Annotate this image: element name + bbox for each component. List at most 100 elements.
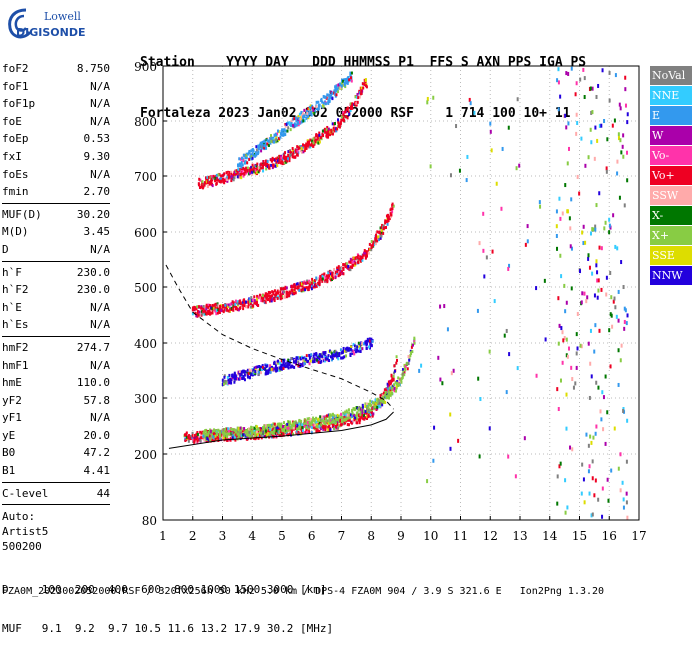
- echo-mark: [367, 251, 370, 255]
- echo-mark: [212, 435, 215, 439]
- echo-mark: [302, 281, 305, 285]
- echo-mark: [363, 249, 366, 253]
- interference-mark: [514, 474, 517, 479]
- echo-mark: [351, 102, 354, 106]
- echo-mark: [274, 432, 277, 436]
- echo-mark: [253, 426, 256, 430]
- echo-mark: [348, 418, 351, 422]
- echo-mark: [199, 178, 202, 182]
- echo-mark: [350, 413, 353, 417]
- echo-mark: [283, 290, 286, 294]
- echo-mark: [377, 402, 380, 406]
- echo-mark: [321, 274, 324, 278]
- echo-mark: [185, 431, 188, 435]
- echo-mark: [235, 374, 238, 378]
- echo-mark: [212, 176, 215, 180]
- interference-mark: [558, 464, 561, 469]
- echo-mark: [287, 420, 290, 424]
- echo-mark: [229, 302, 232, 306]
- echo-mark: [222, 310, 225, 314]
- interference-mark: [488, 349, 491, 354]
- echo-mark: [335, 352, 338, 356]
- echo-mark: [332, 416, 335, 420]
- echo-mark: [254, 430, 257, 434]
- echo-mark: [263, 162, 266, 166]
- echo-mark: [334, 92, 337, 96]
- echo-mark: [236, 427, 239, 431]
- echo-mark: [354, 256, 357, 260]
- echo-mark: [355, 415, 358, 419]
- echo-mark: [274, 364, 277, 368]
- echo-mark: [206, 439, 209, 443]
- echo-mark: [290, 124, 293, 128]
- echo-mark: [274, 164, 277, 168]
- echo-mark: [361, 410, 364, 414]
- echo-mark: [301, 114, 304, 118]
- echo-mark: [226, 174, 229, 178]
- interference-mark: [576, 346, 579, 351]
- echo-mark: [409, 354, 412, 358]
- echo-mark: [257, 147, 260, 151]
- echo-mark: [354, 348, 357, 352]
- echo-mark: [342, 422, 345, 426]
- echo-mark: [255, 365, 258, 369]
- interference-mark: [558, 196, 561, 201]
- interference-mark: [624, 75, 627, 80]
- echo-mark: [223, 428, 226, 432]
- echo-mark: [345, 110, 348, 114]
- echo-mark: [331, 418, 334, 422]
- echo-mark: [236, 175, 239, 179]
- interference-mark: [621, 144, 624, 149]
- interference-mark: [619, 138, 622, 143]
- echo-mark: [340, 87, 343, 91]
- echo-mark: [300, 146, 303, 150]
- interference-mark: [469, 101, 472, 106]
- echo-mark: [386, 394, 389, 398]
- echo-mark: [374, 238, 377, 242]
- echo-mark: [329, 428, 332, 432]
- echo-mark: [328, 415, 331, 419]
- echo-mark: [361, 408, 364, 412]
- interference-mark: [535, 373, 538, 378]
- x-tick-label: 11: [453, 529, 468, 543]
- echo-mark: [346, 413, 349, 417]
- echo-mark: [202, 434, 205, 438]
- echo-mark: [238, 167, 241, 171]
- echo-mark: [238, 157, 241, 161]
- echo-mark: [388, 217, 391, 221]
- interference-mark: [565, 392, 568, 397]
- echo-mark: [240, 156, 243, 160]
- profile-curves: [165, 264, 394, 449]
- echo-mark: [242, 153, 245, 157]
- echo-mark: [349, 102, 352, 106]
- echo-mark: [301, 143, 304, 147]
- interference-mark: [458, 168, 461, 173]
- echo-mark: [336, 127, 339, 131]
- muf-row: MUF 9.1 9.2 9.7 10.5 11.6 13.2 17.9 30.2…: [2, 622, 334, 635]
- echo-mark: [282, 361, 285, 365]
- echo-mark: [275, 369, 278, 373]
- echo-mark: [351, 415, 354, 419]
- interference-mark: [575, 131, 578, 136]
- interference-mark: [608, 98, 611, 103]
- echo-mark: [349, 268, 352, 272]
- interference-mark: [589, 231, 592, 236]
- echo-mark: [277, 430, 280, 434]
- echo-mark: [336, 422, 339, 426]
- echo-mark: [395, 386, 398, 390]
- echo-mark: [364, 80, 367, 84]
- interference-mark: [565, 125, 568, 130]
- echo-mark: [364, 78, 367, 82]
- echo-mark: [259, 166, 262, 170]
- echo-mark: [401, 368, 404, 372]
- echo-mark: [306, 115, 309, 119]
- echo-mark: [252, 371, 255, 375]
- param-row: foE N/A: [2, 113, 110, 131]
- echo-mark: [272, 163, 275, 167]
- echo-mark: [315, 352, 318, 356]
- echo-mark: [223, 375, 226, 379]
- interference-mark: [564, 510, 567, 515]
- echo-mark: [327, 275, 330, 279]
- echo-mark: [249, 153, 252, 157]
- interference-mark: [620, 260, 623, 265]
